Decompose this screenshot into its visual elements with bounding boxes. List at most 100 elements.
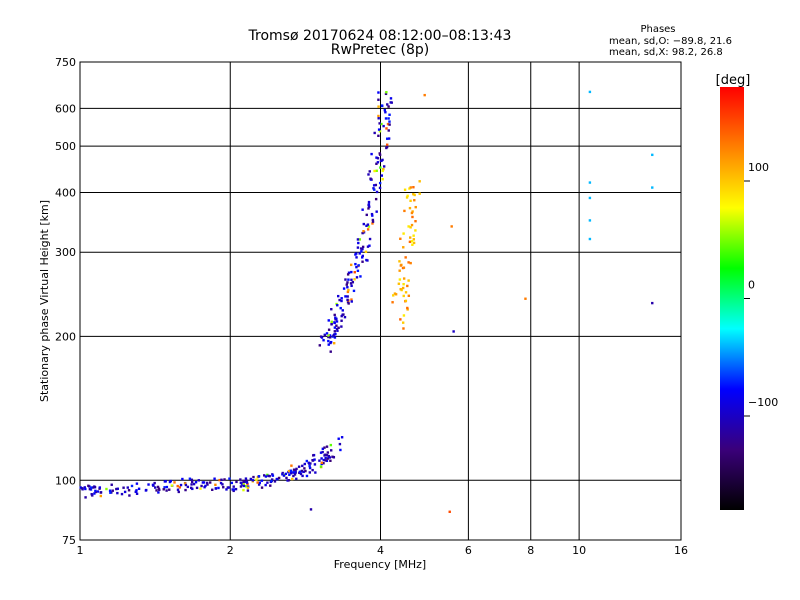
data-point [197,479,201,482]
data-point [202,481,206,484]
data-point [266,481,269,484]
data-point [326,457,330,460]
data-point [81,488,84,491]
data-point [406,306,409,310]
data-point [386,122,390,126]
data-point [309,508,313,511]
data-point [332,456,336,459]
data-point [301,474,304,478]
data-point [333,336,337,339]
data-point [330,307,333,311]
data-point [199,487,202,490]
data-point [353,278,356,281]
data-point [386,103,389,106]
data-point [135,482,139,485]
y-tick-label: 500 [55,140,76,153]
data-point [389,101,392,104]
data-point [226,486,230,489]
data-point [165,489,168,492]
data-point [377,114,380,118]
data-point [414,219,417,223]
data-point [258,481,261,484]
data-point [192,482,196,486]
data-point [275,477,278,481]
data-point [325,454,329,457]
data-point [381,158,384,162]
data-point [173,481,176,484]
data-point [289,470,293,474]
data-point [304,469,307,473]
data-point [305,474,309,478]
data-point [413,199,416,202]
data-point [292,474,295,478]
data-point [328,336,332,339]
data-point [364,250,368,253]
data-point [368,237,372,241]
data-point [371,218,375,222]
data-point [327,335,330,339]
data-point [308,471,312,474]
data-point [524,297,527,300]
x-axis-ticks: 1 2 4 6 8 10 16 [77,544,689,557]
data-point [270,479,273,483]
data-point [322,458,325,462]
data-point [79,486,82,489]
data-point [588,237,592,241]
data-point [378,181,382,185]
data-point [239,481,243,484]
colorbar-tick-label: 0 [748,279,755,292]
data-point [186,485,190,489]
data-point [96,490,100,493]
data-point [307,461,310,465]
data-point [184,483,188,487]
data-point [406,284,409,288]
data-point [109,491,112,494]
data-point [409,199,412,202]
data-point [287,469,291,473]
data-point [281,473,284,476]
data-point [346,273,350,276]
data-point [411,210,414,213]
data-point [277,476,281,480]
data-point [221,483,224,486]
data-point [357,241,360,245]
data-point [273,480,277,483]
data-point [373,131,376,135]
data-point [90,493,93,496]
data-point [217,486,220,490]
data-point [330,323,333,326]
data-point [257,475,261,478]
data-point [170,484,174,487]
data-point [411,243,414,246]
data-point [203,485,206,489]
data-point [255,478,258,481]
data-point [299,472,303,476]
data-point [378,129,382,133]
data-point [357,264,360,267]
data-point [294,471,297,474]
data-point [350,298,353,301]
data-point [359,275,362,278]
data-point [327,455,330,459]
data-point [651,153,654,157]
data-point [329,459,332,462]
data-point [410,240,414,243]
y-tick-label: 200 [55,330,76,343]
data-point [380,104,384,107]
data-point [256,481,259,484]
data-point [340,299,343,303]
data-point [385,91,388,94]
data-point [242,479,245,483]
data-point [412,238,416,241]
data-point [340,436,344,439]
data-point [323,446,326,449]
data-point [231,488,234,491]
data-point [362,222,365,226]
data-point [137,487,141,490]
data-point [365,224,368,227]
data-point [377,134,380,138]
y-tick-label: 600 [55,102,76,115]
data-point [388,120,391,123]
data-point [412,192,415,196]
